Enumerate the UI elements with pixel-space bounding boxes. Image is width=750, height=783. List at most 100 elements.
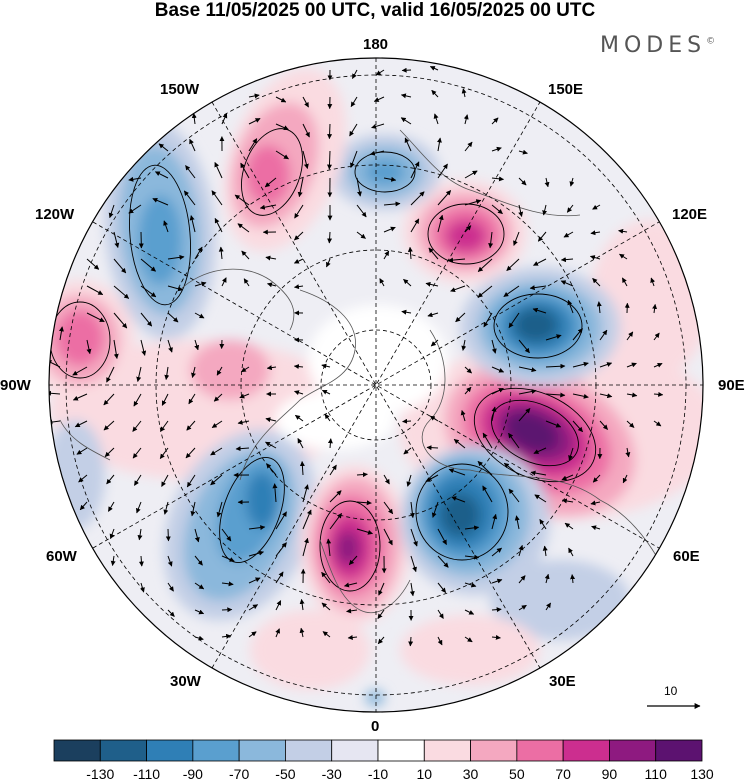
wind-vector — [163, 220, 169, 233]
wind-vector — [508, 432, 520, 449]
wind-vector — [265, 255, 277, 261]
colorbar-swatch — [99, 739, 147, 762]
wind-vector — [329, 490, 342, 503]
wind-vector — [518, 366, 537, 373]
wind-vector — [272, 483, 278, 503]
wind-vector — [326, 538, 332, 557]
wind-vector — [243, 278, 250, 287]
wind-vector — [569, 177, 575, 187]
wind-vector — [167, 555, 173, 567]
wind-vector — [248, 604, 259, 611]
wind-vector — [564, 522, 574, 530]
wind-vector — [329, 512, 343, 530]
wind-vector — [491, 607, 502, 613]
wind-vector — [592, 278, 601, 287]
wind-vector — [194, 312, 205, 319]
lon-label-90e: 90E — [718, 377, 745, 394]
wind-vector — [619, 253, 628, 260]
wind-vector — [74, 420, 88, 428]
wind-vector — [302, 150, 309, 169]
wind-vector — [464, 609, 475, 615]
wind-vector — [437, 214, 444, 233]
wind-vector — [299, 598, 305, 611]
wind-vector — [491, 547, 502, 557]
wind-vector — [138, 555, 144, 567]
wind-vector — [451, 496, 466, 503]
wind-vector — [329, 464, 337, 476]
wind-vector — [294, 231, 304, 241]
wind-vector — [259, 204, 277, 210]
colorbar-swatch — [146, 739, 194, 762]
wind-vector — [402, 418, 412, 424]
wind-vector — [350, 96, 358, 108]
wind-vector — [275, 511, 287, 530]
colorbar-tick-label: 10 — [416, 766, 433, 782]
wind-vector — [186, 420, 196, 431]
wind-vector — [185, 165, 196, 179]
colorbar-swatch — [331, 739, 379, 762]
wind-vector — [429, 66, 439, 71]
wind-vector — [265, 417, 277, 423]
wind-vector — [599, 362, 613, 368]
wind-vector — [383, 501, 394, 515]
wind-vector — [216, 366, 223, 376]
wind-vector — [140, 582, 145, 593]
wind-vector — [572, 393, 589, 399]
wind-vector — [464, 141, 473, 152]
colorbar-swatch — [53, 739, 101, 762]
wind-vector — [383, 176, 397, 182]
wind-vector — [400, 93, 412, 99]
wind-vector — [294, 204, 304, 219]
wind-vector — [133, 393, 142, 407]
wind-vector — [436, 137, 442, 152]
wind-vector — [221, 555, 235, 562]
wind-vector — [430, 339, 439, 347]
map-title: Base 11/05/2025 00 UTC, valid 16/05/2025… — [154, 0, 596, 21]
wind-vector — [211, 190, 223, 206]
wind-vector — [189, 138, 196, 152]
wind-vector — [140, 258, 156, 272]
wind-vector — [383, 474, 390, 485]
colorbar-tick-label: 30 — [462, 766, 479, 782]
wind-vector — [356, 472, 368, 478]
wind-vector — [464, 636, 473, 643]
lon-label-60e: 60E — [673, 548, 700, 565]
wind-vector — [266, 365, 277, 371]
wind-vector — [544, 573, 550, 584]
wind-vector — [561, 474, 574, 481]
colorbar-tick-label: -70 — [229, 766, 250, 782]
wind-vector — [503, 285, 520, 298]
wind-vector — [275, 628, 281, 638]
wind-vector — [113, 339, 119, 359]
wind-vector — [503, 462, 520, 476]
wind-vector — [86, 339, 92, 355]
wind-vector — [566, 204, 574, 213]
wind-vector — [350, 150, 358, 168]
wind-vector — [165, 528, 171, 542]
wind-vector — [103, 393, 115, 406]
wind-vector — [383, 201, 401, 207]
wind-vector — [188, 393, 196, 405]
wind-vector — [79, 501, 88, 511]
colorbar-tick-label: -110 — [133, 766, 161, 782]
wind-vector — [248, 577, 261, 584]
wind-vector — [327, 123, 333, 140]
wind-vector — [437, 582, 447, 593]
wind-vector — [58, 326, 64, 341]
wind-vector — [321, 602, 331, 611]
wind-vector — [293, 364, 304, 370]
wind-vector — [455, 312, 466, 323]
wind-vector — [426, 445, 439, 451]
wind-vector — [518, 389, 537, 395]
wind-vector — [596, 301, 602, 314]
wind-vector — [194, 609, 205, 615]
wind-vector — [185, 447, 196, 459]
wind-vector — [78, 474, 88, 483]
wind-vector — [322, 631, 331, 638]
wind-vector — [508, 488, 520, 503]
wind-vector — [518, 604, 527, 611]
wind-vector — [464, 199, 482, 206]
wind-vector — [356, 231, 366, 239]
lon-label-150w: 150W — [160, 81, 200, 98]
wind-vector — [321, 389, 331, 395]
